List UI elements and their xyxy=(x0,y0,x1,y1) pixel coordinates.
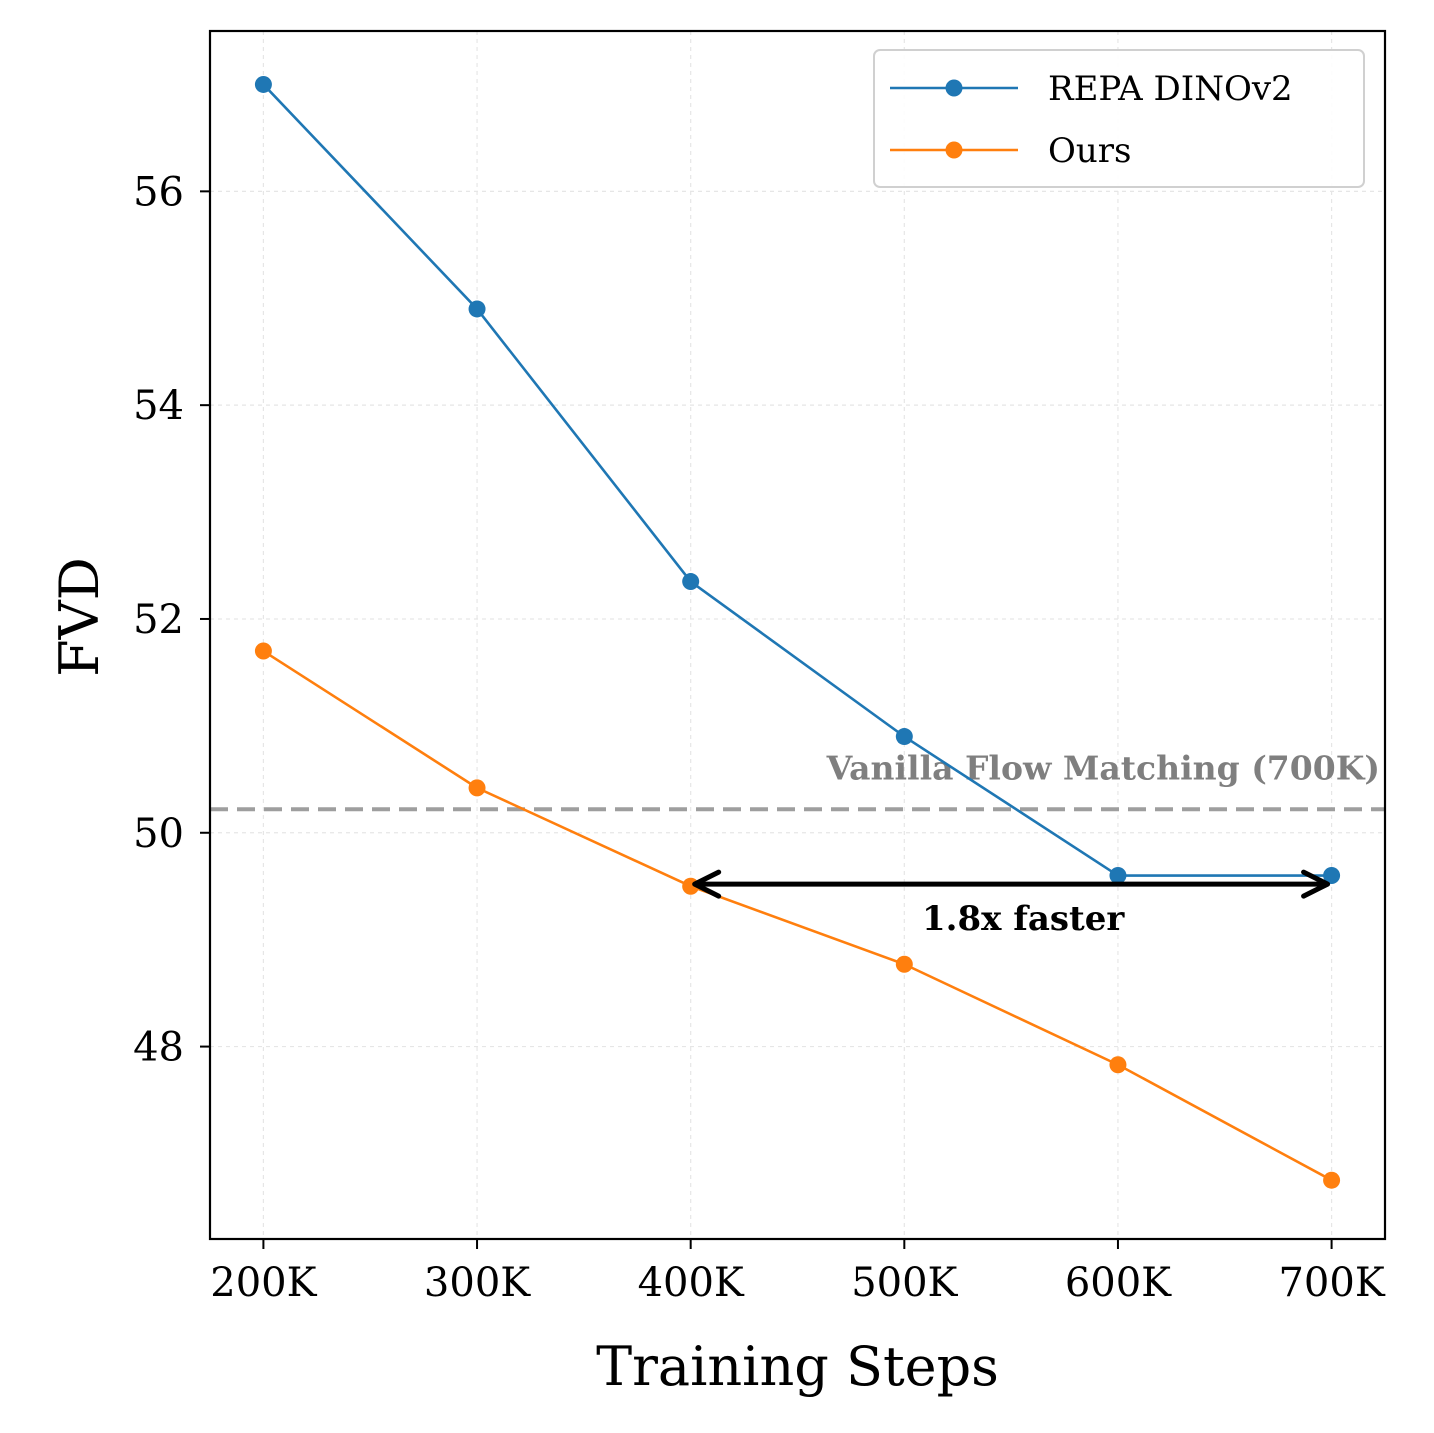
series-group xyxy=(254,75,1341,1189)
x-tick-label: 600K xyxy=(1065,1260,1172,1306)
x-tick-label: 400K xyxy=(638,1260,745,1306)
data-point-repa-dinov2 xyxy=(468,300,486,318)
annotation-label: 1.8x faster xyxy=(922,899,1125,939)
legend-box xyxy=(873,49,1365,188)
x-tick-label: 700K xyxy=(1278,1260,1385,1306)
y-tick-label: 54 xyxy=(133,383,184,429)
series-line-ours xyxy=(262,649,1333,1182)
x-axis-title: Training Steps xyxy=(596,1335,999,1398)
legend-swatch-marker-repa-dinov2 xyxy=(945,79,963,97)
annotation-group: 1.8x faster xyxy=(692,869,1331,939)
data-point-repa-dinov2 xyxy=(682,573,700,591)
legend: REPA DINOv2 Ours xyxy=(873,49,1365,188)
data-point-repa-dinov2 xyxy=(254,75,272,93)
y-tick-label: 52 xyxy=(133,597,184,643)
reference-line-group: Vanilla Flow Matching (700K) xyxy=(210,748,1385,812)
grid xyxy=(210,31,1385,1239)
x-tick-label: 300K xyxy=(424,1260,531,1306)
legend-label-repa-dinov2: REPA DINOv2 xyxy=(1048,69,1293,109)
legend-swatch-marker-ours xyxy=(945,141,963,159)
y-tick-label: 56 xyxy=(133,169,184,215)
data-point-ours xyxy=(1109,1056,1127,1074)
x-tick-label: 500K xyxy=(851,1260,958,1306)
series-line-repa-dinov2 xyxy=(262,83,1332,877)
x-tick-label: 200K xyxy=(210,1260,317,1306)
data-point-ours xyxy=(1323,1171,1341,1189)
x-ticks: 200K 300K 400K 500K 600K 700K xyxy=(210,1239,1386,1306)
data-point-ours xyxy=(895,955,913,973)
y-ticks: 48 50 52 54 56 xyxy=(133,169,210,1071)
reference-line-label: Vanilla Flow Matching (700K) xyxy=(826,748,1380,787)
annotation-arrow-head-left xyxy=(692,869,722,899)
legend-label-ours: Ours xyxy=(1048,131,1131,171)
y-tick-label: 48 xyxy=(133,1025,184,1071)
y-axis-title: FVD xyxy=(48,557,111,677)
data-point-ours xyxy=(468,779,486,797)
data-point-repa-dinov2 xyxy=(1109,867,1127,885)
y-tick-label: 50 xyxy=(133,811,184,857)
data-point-repa-dinov2 xyxy=(1323,867,1341,885)
plot-frame xyxy=(208,29,1387,1241)
data-point-repa-dinov2 xyxy=(895,728,913,746)
data-point-ours xyxy=(254,642,272,660)
annotation-arrow-head-right xyxy=(1301,869,1331,899)
